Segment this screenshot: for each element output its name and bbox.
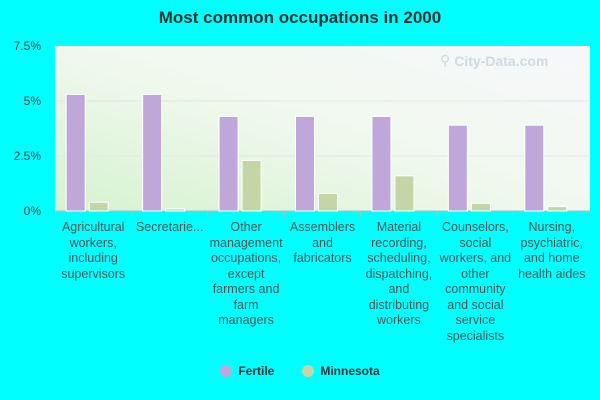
y-tick-label: 5%	[24, 94, 42, 108]
bar-minnesota	[241, 159, 262, 212]
bar-fertile	[295, 115, 315, 212]
bar-minnesota	[547, 206, 568, 212]
legend-swatch	[220, 365, 233, 377]
x-tick-label: Material recording, scheduling, dispatch…	[365, 220, 433, 327]
bar-fertile	[142, 93, 163, 212]
watermark-text: City-Data.com	[454, 52, 549, 69]
y-tick-label: 0%	[24, 204, 42, 218]
x-tick-label: Other management occupations, except far…	[209, 220, 283, 327]
legend-label: Fertile	[238, 364, 275, 378]
legend: Fertile Minnesota	[0, 364, 600, 378]
x-tick-label: Secretarie...	[135, 220, 204, 234]
legend-label: Minnesota	[320, 364, 380, 378]
watermark: ⚲ City-Data.com	[440, 52, 548, 69]
bar-fertile	[371, 115, 392, 212]
x-tick-label: Assemblers and fabricators	[289, 220, 356, 265]
y-tick-label: 2.5%	[14, 149, 42, 163]
legend-item-minnesota: Minnesota	[302, 364, 380, 378]
bar-minnesota	[165, 208, 186, 212]
x-tick-label: Nursing, psychiatric, and home health ai…	[518, 220, 586, 281]
x-tick-label: Counselors, social workers, and other co…	[439, 220, 512, 343]
legend-item-fertile: Fertile	[220, 364, 274, 378]
bar-fertile	[447, 124, 468, 212]
bar-fertile	[218, 115, 239, 212]
plot-background	[55, 46, 590, 211]
bar-fertile	[65, 93, 86, 212]
magnifier-icon: ⚲	[440, 52, 451, 68]
legend-swatch	[302, 365, 315, 377]
x-tick-label: Agricultural workers, including supervis…	[61, 220, 126, 281]
bar-fertile	[524, 124, 545, 212]
y-tick-label: 7.5%	[14, 39, 42, 53]
bar-minnesota	[318, 192, 338, 212]
bar-minnesota	[470, 202, 491, 212]
bar-minnesota	[394, 175, 415, 212]
chart-title: Most common occupations in 2000	[158, 8, 442, 27]
bar-minnesota	[88, 201, 109, 212]
